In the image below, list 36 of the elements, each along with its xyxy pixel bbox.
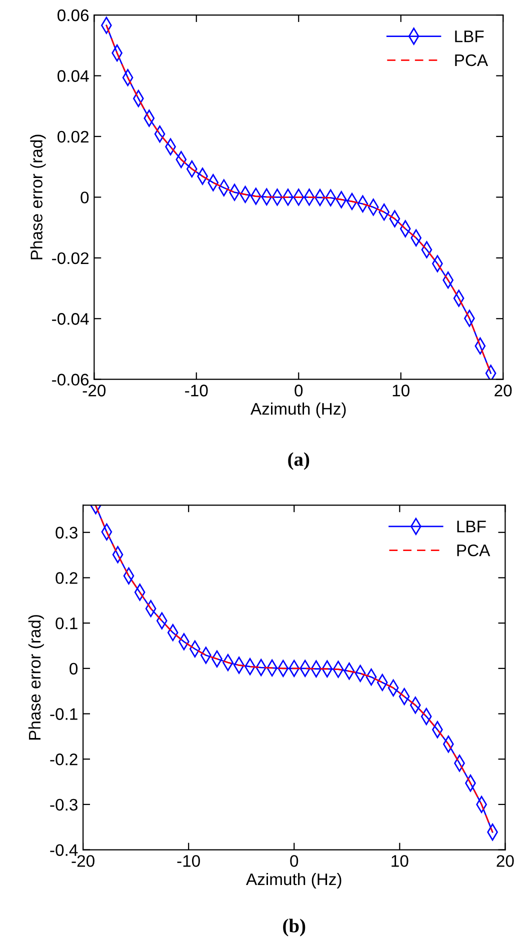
- y-tick-label: 0.3: [56, 526, 78, 539]
- y-tick-label: 0: [80, 192, 89, 204]
- x-axis-title: Azimuth (Hz): [250, 402, 346, 418]
- x-tick-label: 20: [496, 855, 514, 867]
- x-tick-label: -20: [82, 384, 106, 396]
- point: [485, 364, 496, 380]
- x-tick-label: -20: [72, 855, 94, 867]
- x-tick-label: 0: [294, 384, 303, 396]
- legend-label: LBF: [457, 520, 486, 532]
- x-tick-label: 10: [392, 384, 410, 396]
- x-tick-label: 0: [290, 855, 298, 867]
- y-tick-label: 0.1: [56, 617, 78, 630]
- text: (b): [283, 918, 306, 936]
- y-axis-title: Phase error (rad): [28, 615, 44, 740]
- text: (a): [288, 452, 310, 470]
- y-tick-label: -0.3: [50, 798, 78, 811]
- y-tick-label: -0.06: [52, 374, 89, 386]
- y-axis-title: Phase error (rad): [30, 134, 46, 260]
- y-tick-label: -0.02: [52, 252, 88, 264]
- y-tick-label: 0.02: [58, 130, 88, 143]
- y-tick-label: 0.04: [58, 70, 89, 82]
- legend-label: LBF: [455, 30, 484, 42]
- x-tick-label: 20: [494, 384, 512, 396]
- y-tick-label: 0: [70, 662, 78, 675]
- legend-label: PCA: [455, 54, 488, 66]
- y-tick-label: -0.04: [52, 313, 89, 325]
- y-tick-label: 0.2: [56, 572, 78, 584]
- x-axis-title: Azimuth (Hz): [246, 872, 342, 888]
- y-tick-label: -0.1: [50, 708, 78, 720]
- legend-label: PCA: [457, 544, 490, 556]
- x-tick-label: -10: [185, 384, 208, 396]
- y-tick-label: -0.2: [50, 754, 78, 766]
- x-tick-label: -10: [177, 855, 200, 867]
- y-tick-label: 0.06: [58, 9, 89, 22]
- y-tick-label: -0.4: [50, 844, 78, 856]
- x-tick-label: 10: [392, 855, 408, 867]
